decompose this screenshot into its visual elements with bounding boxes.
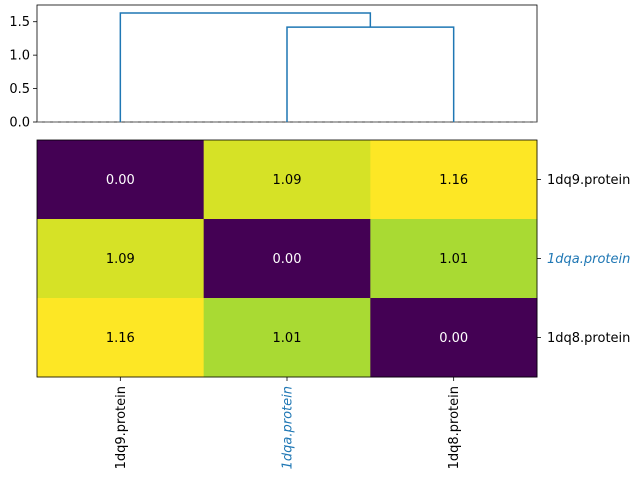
dendrogram-ytick-label: 0.5 [9, 82, 30, 97]
dendrogram-ytick-label: 1.0 [9, 49, 30, 64]
heatmap-value-label: 1.16 [106, 331, 135, 346]
heatmap-cell [203, 219, 371, 299]
heatmap-col-label: 1dqa.protein [281, 386, 296, 469]
dendrogram-ytick-label: 1.5 [9, 15, 30, 30]
heatmap-cell [370, 298, 538, 378]
heatmap-value-label: 1.16 [439, 173, 468, 188]
heatmap-cell [203, 140, 371, 220]
heatmap-value-label: 1.01 [439, 252, 468, 267]
heatmap-col-label: 1dq9.protein [114, 386, 129, 469]
heatmap-value-label: 1.09 [106, 252, 135, 267]
heatmap-cell [37, 298, 205, 378]
heatmap-cell [203, 298, 371, 378]
heatmap-cell [37, 140, 205, 220]
heatmap-value-label: 0.00 [273, 252, 302, 267]
heatmap-row-label: 1dq8.protein [547, 331, 630, 346]
heatmap-col-label: 1dq8.protein [447, 386, 462, 469]
heatmap-panel: 0.00 1.09 1.16 1.09 0.00 1.01 1.16 1.01 0.00 1dq9… [36, 139, 630, 469]
dendrogram-ytick-label: 0.0 [9, 116, 30, 131]
heatmap-value-label: 1.09 [273, 173, 302, 188]
heatmap-row-label: 1dqa.protein [547, 252, 630, 267]
dendrogram-link-1 [119, 12, 372, 122]
heatmap-row-label: 1dq9.protein [547, 173, 630, 188]
heatmap-value-label: 0.00 [106, 173, 135, 188]
heatmap-value-label: 0.00 [439, 331, 468, 346]
heatmap-cell [370, 140, 538, 220]
dendrogram-link-0 [286, 26, 455, 122]
dendrogram-panel: 0.0 0.5 1.0 1.5 [9, 4, 538, 131]
heatmap-cell [370, 219, 538, 299]
heatmap-value-label: 1.01 [273, 331, 302, 346]
heatmap-cell [37, 219, 205, 299]
